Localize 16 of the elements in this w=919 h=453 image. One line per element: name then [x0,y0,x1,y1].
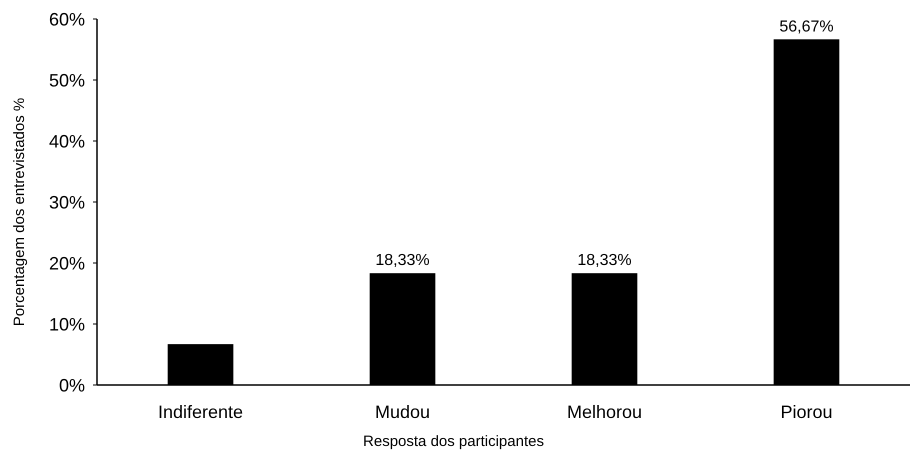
y-tick-label: 40% [48,131,85,152]
data-label: 56,67% [779,18,834,36]
x-axis-title: Resposta dos participantes [363,433,544,450]
x-tick-label: Indiferente [158,402,244,422]
y-tick-label: 0% [58,375,85,396]
x-tick-label: Melhorou [566,402,642,422]
y-tick-label: 60% [48,9,85,30]
data-label: 18,33% [375,252,430,270]
y-tick-label: 50% [48,70,85,90]
y-tick-label: 20% [48,253,85,274]
data-label: 18,33% [577,252,632,270]
y-tick-label: 10% [48,314,85,334]
x-tick-label: Mudou [374,402,430,422]
y-tick-label: 30% [48,192,85,212]
x-tick-label: Piorou [780,402,832,422]
y-axis-title: Porcentagem dos entrevistados % [11,98,28,326]
